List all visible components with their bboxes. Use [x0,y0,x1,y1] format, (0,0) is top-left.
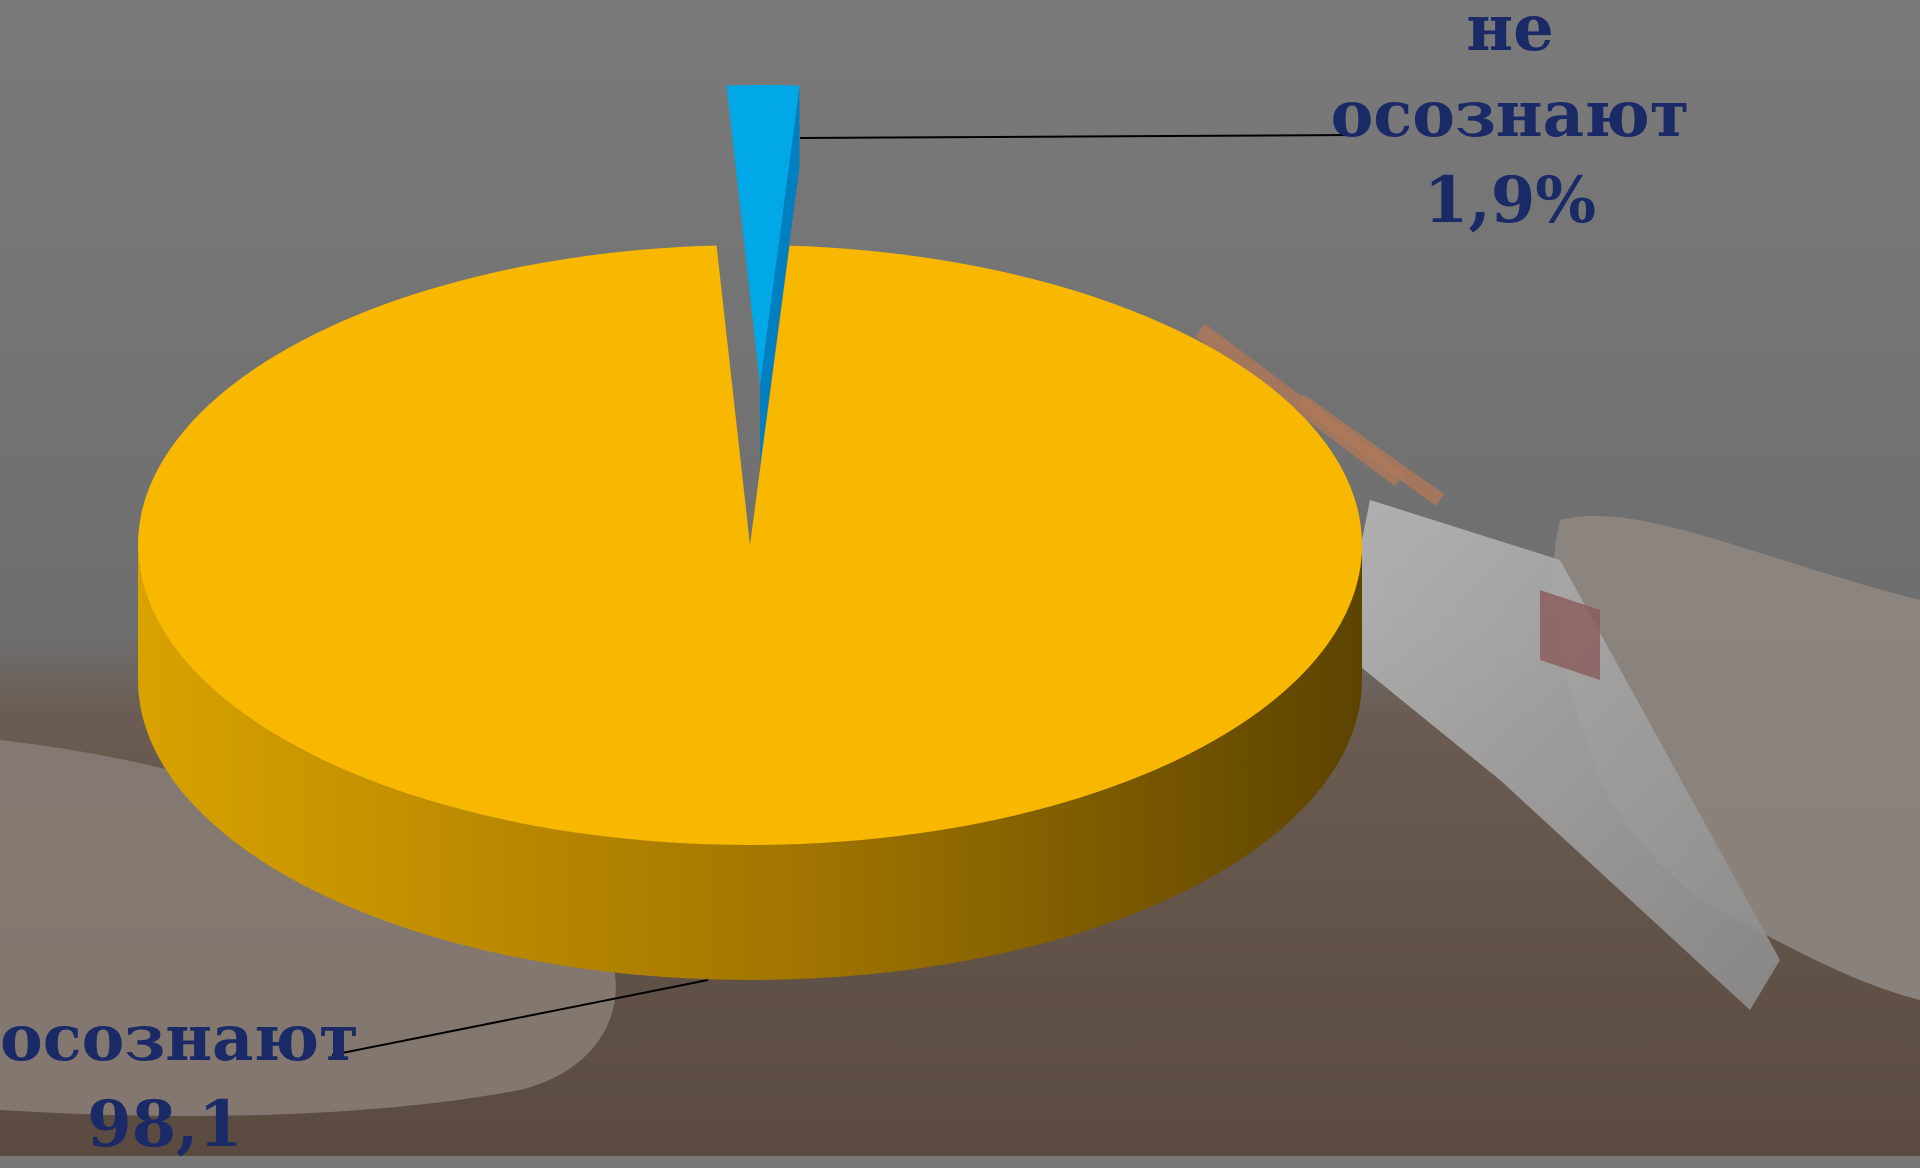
slice-label-minor-line1: не [1466,0,1554,66]
leader-line-small [799,134,1353,139]
slice-label-major-line1: осознают [0,1001,359,1076]
hand-shape [1553,516,1920,1000]
slice-major [138,245,1362,846]
slice-minor [726,84,800,385]
slice-label-minor-line2: осознают [1330,77,1690,152]
slice-label-major: осознают 98,1 [0,996,359,1168]
slice-major-side [138,545,1362,980]
arm-shape [0,740,616,1116]
leader-line-large [331,979,709,1056]
slice-label-major-value: 98,1 [87,1087,243,1162]
slice-minor-side [760,85,800,466]
cigarette-pack [1195,323,1780,1010]
slice-label-minor-value: 1,9% [1423,163,1597,238]
slice-label-minor: не осознают 1,9% [1330,0,1690,244]
